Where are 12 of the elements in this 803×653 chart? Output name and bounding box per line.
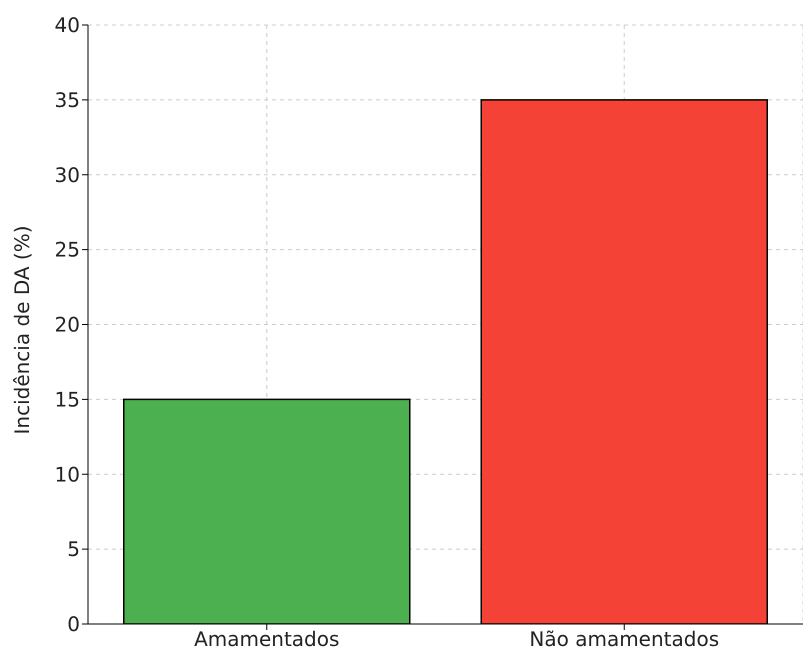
y-tick-label: 25 [54,238,80,262]
y-tick-label: 0 [67,612,80,636]
x-tick-label: Amamentados [194,627,340,652]
y-tick-label: 35 [54,88,80,112]
y-tick-label: 20 [54,312,80,337]
y-tick-label: 30 [54,162,80,187]
y-axis-title: Incidência de DA (%) [10,225,34,434]
x-tick-label: Não amamentados [529,627,720,652]
y-tick-label: 5 [67,537,80,562]
y-tick-label: 10 [54,462,80,486]
y-tick-label: 40 [54,13,80,38]
y-tick-label: 15 [54,387,80,412]
